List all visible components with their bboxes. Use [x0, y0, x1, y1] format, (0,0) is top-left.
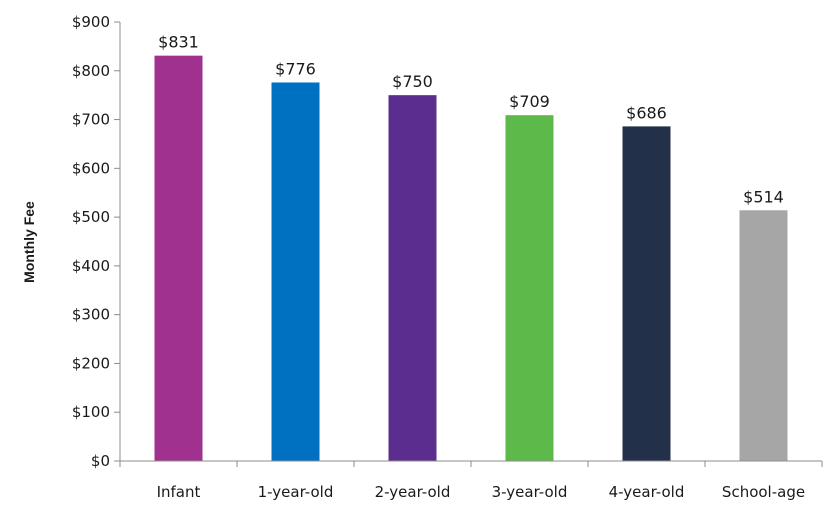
y-tick-label: $600	[72, 159, 110, 177]
y-tick-label: $500	[72, 208, 110, 226]
y-tick-label: $900	[72, 13, 110, 31]
data-label: $514	[743, 187, 784, 206]
bar	[739, 210, 788, 461]
data-label: $750	[392, 72, 433, 91]
bar	[154, 55, 203, 461]
bar	[271, 82, 320, 462]
y-tick-label: $400	[72, 257, 110, 275]
x-tick-label: Infant	[157, 483, 201, 501]
data-label: $709	[509, 92, 550, 111]
y-tick-label: $100	[72, 403, 110, 421]
y-tick-label: $200	[72, 354, 110, 372]
y-tick-label: $300	[72, 306, 110, 324]
data-label: $686	[626, 103, 667, 122]
x-tick-label: 2-year-old	[375, 483, 451, 501]
x-tick-label: 3-year-old	[492, 483, 568, 501]
axes	[119, 22, 823, 467]
bar	[622, 126, 671, 461]
y-tick-label: $0	[91, 452, 110, 470]
bar	[388, 95, 437, 462]
data-label: $831	[158, 33, 199, 52]
bars: $831 $776 $750 $709 $686 $514	[154, 33, 788, 462]
y-tick-label: $700	[72, 111, 110, 129]
x-tick-label: 4-year-old	[609, 483, 685, 501]
x-tick-label: School-age	[722, 483, 805, 501]
y-axis-title: Monthly Fee	[21, 201, 37, 283]
y-tick-label: $800	[72, 62, 110, 80]
x-tick-label: 1-year-old	[258, 483, 334, 501]
x-axis-labels: Infant 1-year-old 2-year-old 3-year-old 4-ye…	[157, 483, 805, 501]
data-label: $776	[275, 59, 316, 78]
y-axis-ticks: $0 $100 $200 $300 $400 $500 $600 $700 $800 $900	[72, 13, 120, 470]
bar	[505, 115, 554, 461]
